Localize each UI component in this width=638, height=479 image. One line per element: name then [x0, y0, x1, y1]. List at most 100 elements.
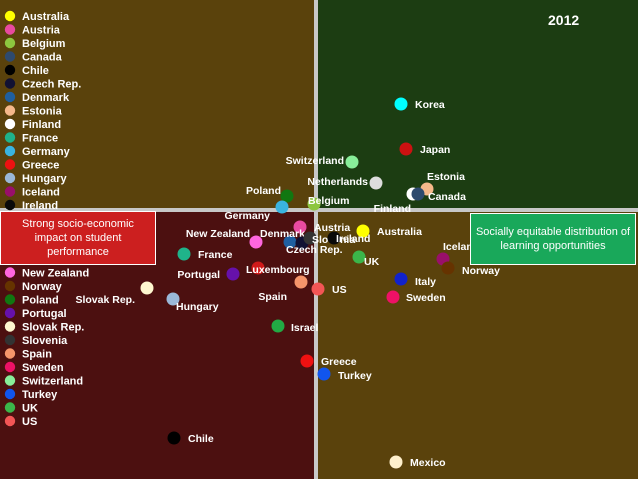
legend-item: Iceland: [4, 186, 60, 199]
data-point-label: Norway: [462, 265, 500, 277]
data-point-label: Luxembourg: [246, 264, 310, 276]
data-point-group: Belgium: [307, 195, 349, 211]
legend-swatch: [4, 10, 16, 22]
legend-label: Belgium: [22, 38, 66, 50]
data-point-label: Canada: [428, 191, 466, 203]
legend-item: US: [4, 415, 37, 428]
legend-swatch: [4, 132, 16, 143]
data-point-group: Luxembourg: [246, 261, 310, 276]
data-point-label: Japan: [420, 144, 450, 156]
legend-item: Denmark: [4, 91, 70, 104]
legend-swatch: [4, 388, 16, 400]
legend-item: Sweden: [4, 361, 64, 374]
data-point: [280, 189, 294, 203]
legend-swatch: [4, 118, 16, 130]
data-point-group: Chile: [167, 431, 214, 445]
data-point: [307, 197, 321, 211]
legend-swatch: [4, 348, 16, 359]
legend-label: Sweden: [22, 362, 64, 374]
legend-label: Norway: [22, 281, 63, 293]
data-point: [167, 431, 181, 445]
legend-swatch: [4, 199, 16, 211]
data-point-group: Portugal: [177, 267, 240, 281]
legend-item: Slovenia: [4, 334, 68, 347]
data-point: [386, 290, 400, 304]
legend-swatch: [4, 294, 16, 305]
data-point: [441, 261, 455, 275]
legend-label: Slovenia: [22, 335, 68, 347]
chart-title: 2012: [548, 12, 580, 28]
legend-swatch: [4, 64, 16, 76]
data-point-group: Netherlands: [307, 176, 383, 190]
annotation-right: Socially equitable distribution of learn…: [470, 213, 636, 265]
legend-label: Spain: [22, 349, 52, 361]
data-point-group: Italy: [394, 272, 436, 288]
data-point-label: Italy: [415, 276, 436, 288]
data-point-group: Poland: [246, 185, 294, 203]
legend-label: Chile: [22, 65, 49, 77]
data-point-group: Ireland: [327, 231, 370, 245]
legend-item: Ireland: [4, 199, 58, 212]
data-point-group: Denmark: [260, 228, 305, 249]
data-point-label: Australia: [377, 226, 422, 238]
legend-label: Australia: [22, 11, 70, 23]
legend-item: Austria: [4, 24, 61, 37]
legend-swatch: [4, 37, 16, 49]
legend-label: Finland: [22, 119, 61, 131]
legend-item: Portugal: [4, 307, 67, 320]
legend-label: US: [22, 416, 37, 428]
legend-item: Estonia: [4, 105, 63, 118]
legend-swatch: [4, 91, 16, 103]
legend-label: Estonia: [22, 106, 63, 118]
legend-item: Germany: [4, 145, 71, 158]
data-point: [249, 235, 263, 249]
legend-label: Denmark: [22, 92, 70, 104]
data-point: [251, 261, 265, 275]
quadrant-top-left: [0, 0, 316, 210]
data-point: [293, 220, 307, 234]
data-point: [389, 455, 403, 469]
data-point-label: Germany: [224, 210, 270, 222]
data-point-label: New Zealand: [186, 228, 250, 240]
data-point-label: Netherlands: [307, 176, 368, 188]
data-point: [399, 142, 413, 156]
legend-label: Slovak Rep.: [22, 322, 84, 334]
data-point-group: Korea: [394, 97, 445, 111]
data-point-group: Czech Rep.: [286, 236, 343, 256]
legend-label: Poland: [22, 295, 59, 307]
data-point: [327, 231, 341, 245]
data-point-label: Chile: [188, 433, 214, 445]
legend-swatch: [4, 51, 16, 62]
legend-swatch: [4, 145, 16, 157]
legend-swatch: [4, 334, 16, 346]
data-point: [411, 187, 425, 201]
legend-swatch: [4, 159, 16, 170]
legend-swatch: [4, 105, 16, 116]
data-point: [303, 231, 317, 245]
data-point-label: Sweden: [406, 292, 446, 304]
data-point-label: Belgium: [308, 195, 349, 207]
legend-label: UK: [22, 403, 38, 415]
data-point-group: Hungary: [166, 292, 219, 313]
data-point-label: UK: [364, 256, 380, 268]
legend-label: Portugal: [22, 308, 67, 320]
legend-swatch: [4, 307, 16, 319]
data-point-group: Greece: [300, 354, 357, 368]
data-point-label: Korea: [415, 99, 445, 111]
data-point-group: Australia: [356, 224, 422, 238]
data-point-group: Norway: [441, 261, 500, 277]
data-point: [356, 224, 370, 238]
legend-label: Germany: [22, 146, 71, 158]
data-point-group: UK: [352, 250, 380, 268]
data-point: [283, 235, 297, 249]
legend-swatch: [4, 402, 16, 413]
data-point: [140, 281, 154, 295]
legend-label: Iceland: [22, 187, 60, 199]
data-point-group: Slovak Rep.: [75, 281, 154, 306]
legend-item: Switzerland: [4, 375, 83, 388]
data-point-group: Canada: [411, 187, 466, 203]
legend-item: UK: [4, 402, 38, 415]
data-point-group: Spain: [258, 275, 308, 303]
legend-label: Greece: [22, 160, 59, 172]
